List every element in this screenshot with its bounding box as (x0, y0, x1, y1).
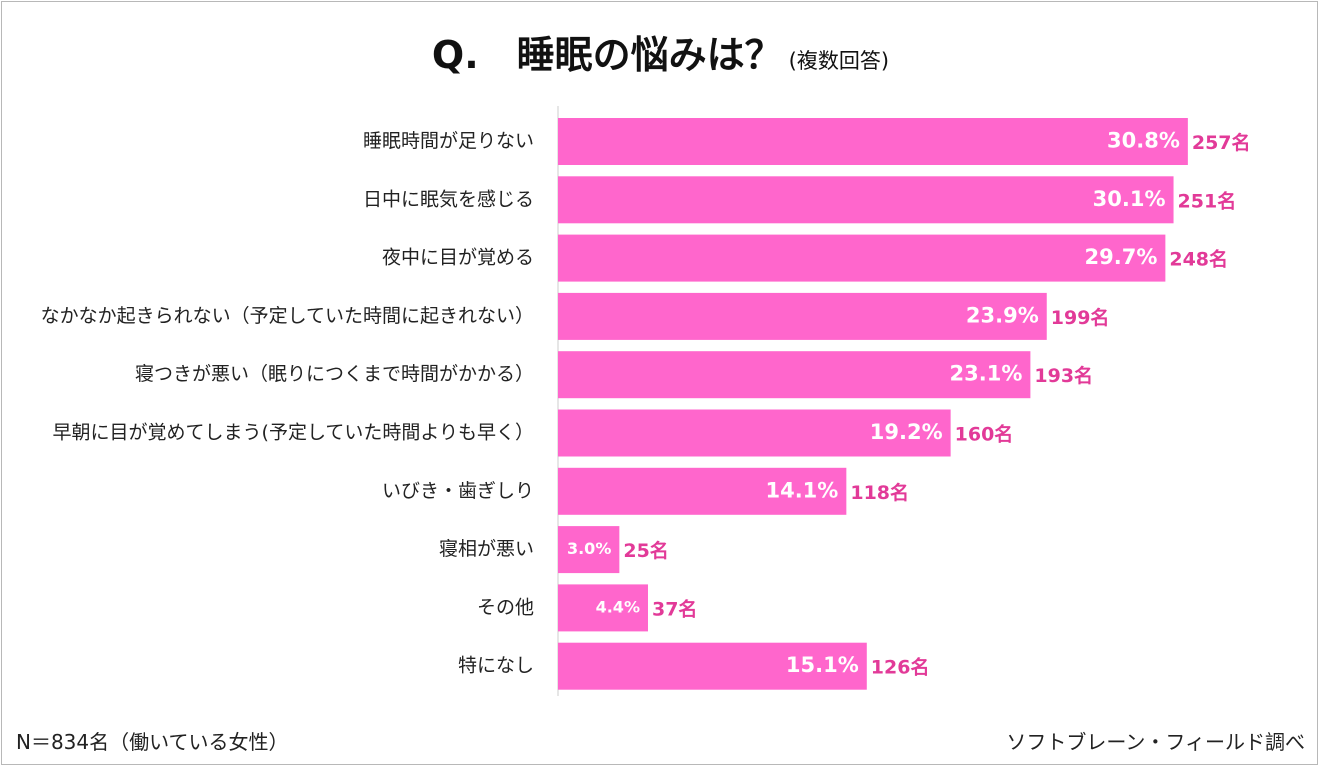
percent-label: 30.1% (1093, 187, 1166, 211)
count-label: 37名 (652, 597, 697, 620)
category-label: その他 (477, 596, 534, 618)
percent-label: 30.8% (1107, 129, 1180, 153)
percent-label: 23.1% (950, 362, 1023, 386)
percent-label: 19.2% (870, 420, 943, 444)
count-label: 199名 (1051, 306, 1110, 329)
count-label: 118名 (850, 481, 909, 504)
count-label: 126名 (871, 656, 930, 679)
category-label: 特になし (458, 655, 534, 677)
count-label: 193名 (1034, 364, 1093, 387)
bar (558, 118, 1188, 165)
count-label: 251名 (1178, 189, 1237, 212)
percent-label: 4.4% (596, 597, 640, 616)
category-label: 夜中に目が覚める (382, 247, 534, 269)
bar (558, 351, 1031, 399)
count-label: 248名 (1169, 248, 1228, 271)
bar (558, 584, 648, 632)
percent-label: 14.1% (765, 478, 838, 502)
percent-label: 15.1% (786, 653, 859, 677)
chart-title-block: Q. 睡眠の悩みは？ (複数回答) (0, 24, 1321, 79)
percent-label: 29.7% (1085, 245, 1158, 269)
source-note: ソフトブレーン・フィールド調べ (1006, 730, 1305, 754)
category-label: 早朝に目が覚めてしまう(予定していた時間よりも早く） (53, 422, 534, 444)
chart-title: Q. 睡眠の悩みは？ (431, 33, 783, 77)
bar (558, 467, 847, 515)
category-label: 寝相が悪い (439, 538, 534, 560)
category-label: 睡眠時間が足りない (363, 130, 534, 152)
bar (558, 526, 620, 574)
count-label: 257名 (1192, 131, 1251, 154)
bar (558, 642, 867, 690)
percent-label: 23.9% (966, 303, 1039, 327)
bar (558, 234, 1166, 282)
category-label: 寝つきが悪い（眠りにつくまで時間がかかる） (135, 363, 534, 385)
category-label: いびき・歯ぎしり (382, 480, 534, 502)
chart-subtitle: (複数回答) (788, 49, 890, 73)
sample-note: N＝834名（働いている女性） (16, 730, 289, 754)
count-label: 160名 (955, 423, 1014, 446)
category-label: 日中に眠気を感じる (363, 188, 534, 210)
bar (558, 176, 1174, 224)
bar (558, 292, 1047, 340)
count-label: 25名 (623, 539, 668, 562)
bar (558, 409, 951, 457)
percent-label: 3.0% (567, 539, 611, 558)
category-label: なかなか起きられない（予定していた時間に起きれない） (41, 305, 534, 327)
